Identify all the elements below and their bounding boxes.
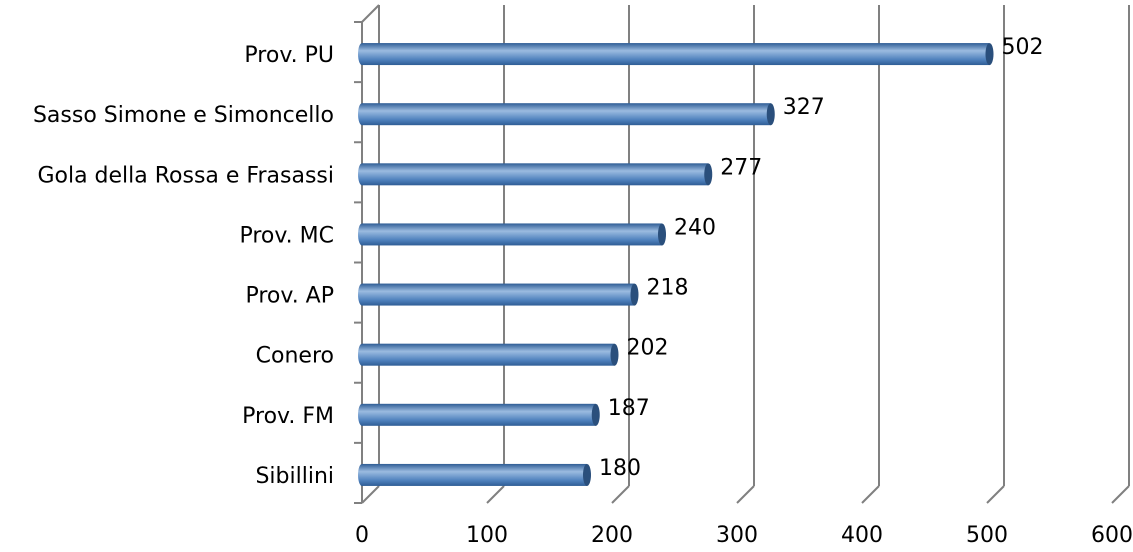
bar-start-cap xyxy=(358,463,366,486)
data-label: 277 xyxy=(720,155,762,180)
x-tick-label: 300 xyxy=(716,523,758,548)
labels: 0 100 200 300 400 500 600 Prov. PU 502 Sasso Simo… xyxy=(33,35,1133,548)
bar xyxy=(362,463,587,486)
category-label: Sibillini xyxy=(255,464,334,489)
bar xyxy=(362,163,709,186)
bar-end-cap xyxy=(583,463,591,486)
floor-line xyxy=(611,485,630,504)
floor-line xyxy=(736,485,755,504)
bar-start-cap xyxy=(358,103,366,126)
y-axis-top-line xyxy=(361,4,380,23)
data-label: 327 xyxy=(783,95,825,120)
x-tick-label: 600 xyxy=(1091,523,1133,548)
bar-end-cap xyxy=(704,163,713,186)
bar-start-cap xyxy=(358,403,366,426)
bar-start-cap xyxy=(358,283,366,306)
data-label: 187 xyxy=(608,396,650,421)
bar-end-cap xyxy=(658,223,666,246)
x-tick-label: 100 xyxy=(466,523,508,548)
bar-end-cap xyxy=(766,103,775,126)
bar-start-cap xyxy=(358,163,366,186)
floor-line xyxy=(986,485,1005,504)
bar xyxy=(362,403,596,426)
bar xyxy=(362,283,635,306)
bar xyxy=(362,43,990,66)
x-tick-label: 400 xyxy=(841,523,883,548)
bar xyxy=(362,343,615,366)
category-label: Prov. PU xyxy=(244,43,334,68)
x-tick-label: 200 xyxy=(591,523,633,548)
bars xyxy=(358,43,994,486)
data-label: 502 xyxy=(1002,35,1044,60)
data-label: 218 xyxy=(647,276,689,301)
category-label: Prov. FM xyxy=(242,404,334,429)
floor-line xyxy=(486,485,505,504)
floor-line xyxy=(861,485,880,504)
bar-end-cap xyxy=(610,343,619,366)
data-label: 202 xyxy=(627,336,669,361)
floor-line xyxy=(1111,485,1130,504)
bar-end-cap xyxy=(591,403,600,426)
category-label: Sasso Simone e Simoncello xyxy=(33,103,334,128)
gridlines xyxy=(354,4,1130,504)
bar-start-cap xyxy=(358,343,366,366)
bar-end-cap xyxy=(985,43,994,66)
data-label: 240 xyxy=(674,215,716,240)
data-label: 180 xyxy=(599,456,641,481)
bar-end-cap xyxy=(630,283,639,306)
category-label: Conero xyxy=(256,344,334,369)
category-label: Prov. AP xyxy=(245,284,334,309)
x-tick-label: 0 xyxy=(355,523,369,548)
category-label: Gola della Rossa e Frasassi xyxy=(37,163,334,188)
category-label: Prov. MC xyxy=(239,223,334,248)
bar-start-cap xyxy=(358,223,366,246)
x-tick-label: 500 xyxy=(966,523,1008,548)
bar xyxy=(362,103,771,126)
bar-start-cap xyxy=(358,43,366,66)
bar xyxy=(362,223,662,246)
floor-line xyxy=(361,485,380,504)
